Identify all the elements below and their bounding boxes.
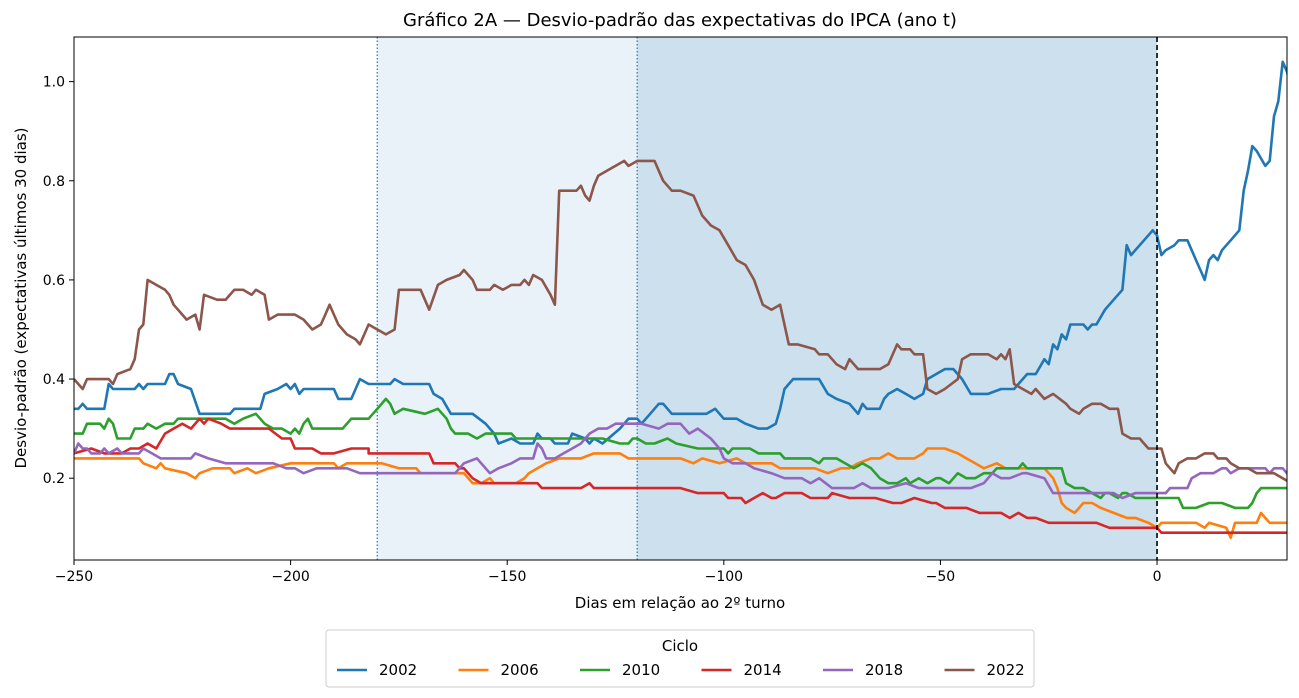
legend-label-2018: 2018: [865, 661, 903, 679]
x-tick-label: −150: [488, 569, 526, 585]
legend-entries: 2002 2006 2010 2014 2018 2022: [337, 661, 1025, 679]
y-axis-title: Desvio-padrão (expectativas últimos 30 d…: [12, 127, 30, 468]
series-lines: [74, 60, 1287, 539]
legend-label-2022: 2022: [987, 661, 1025, 679]
x-tick-label: 0: [1153, 569, 1162, 585]
y-tick-label: 0.8: [43, 174, 65, 190]
shaded-region-2: [637, 37, 1158, 560]
x-tick-label: −50: [926, 569, 956, 585]
y-tick-label: 0.4: [43, 372, 65, 388]
series-line-2002: [74, 60, 1287, 445]
legend-label-2002: 2002: [379, 661, 417, 679]
x-tick-label: −200: [271, 569, 309, 585]
legend-label-2006: 2006: [501, 661, 539, 679]
x-axis-title: Dias em relação ao 2º turno: [575, 594, 785, 612]
legend-label-2014: 2014: [744, 661, 782, 679]
y-axis: 0.2 0.4 0.6 0.8 1.0: [43, 75, 74, 487]
y-tick-label: 1.0: [43, 75, 65, 91]
legend-box: [325, 629, 1035, 688]
x-axis: −250 −200 −150 −100 −50 0: [55, 560, 1162, 585]
y-tick-label: 0.2: [43, 471, 65, 487]
shaded-region-1: [377, 37, 638, 560]
plot-frame: [73, 36, 1288, 561]
legend-label-2010: 2010: [622, 661, 660, 679]
x-tick-label: −100: [705, 569, 743, 585]
series-line-2014: [74, 417, 1287, 534]
y-tick-label: 0.6: [43, 273, 65, 289]
legend-title: Ciclo: [662, 637, 698, 655]
shaded-regions: [376, 37, 1158, 560]
series-line-2022: [74, 159, 1287, 483]
x-tick-label: −250: [55, 569, 93, 585]
chart-title: Gráfico 2A — Desvio-padrão das expectati…: [403, 10, 957, 31]
series-line-2018: [74, 422, 1287, 500]
legend: Ciclo 2002 2006 2010 2014 2018 2022: [325, 629, 1035, 688]
